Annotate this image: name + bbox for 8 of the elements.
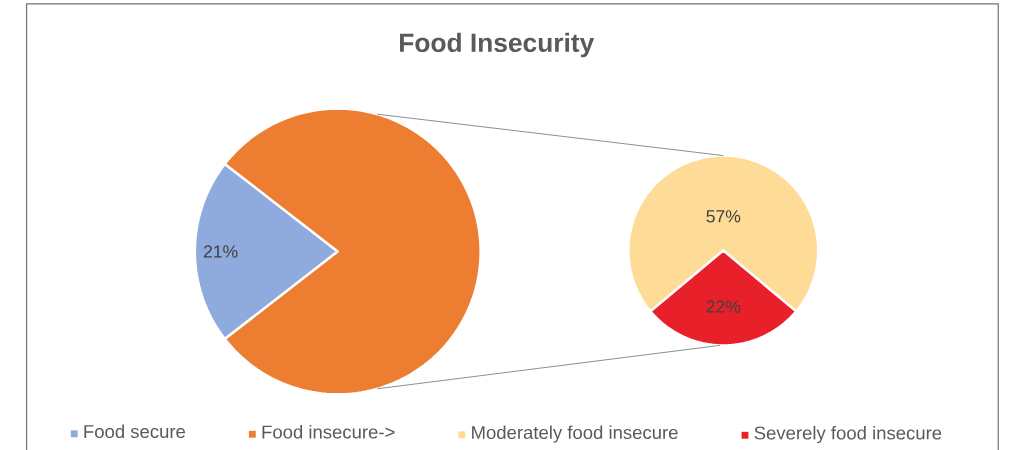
legend-label: Severely food insecure [754,425,942,444]
data-label: 22% [706,300,741,313]
legend-label: Food secure [84,424,186,439]
legend-label: Moderately food insecure [472,425,678,443]
data-label: 21% [203,245,238,258]
chart-title: Food Insecurity [400,32,595,58]
data-label: 57% [706,210,741,223]
legend-label: Food insecure-> [262,424,395,439]
